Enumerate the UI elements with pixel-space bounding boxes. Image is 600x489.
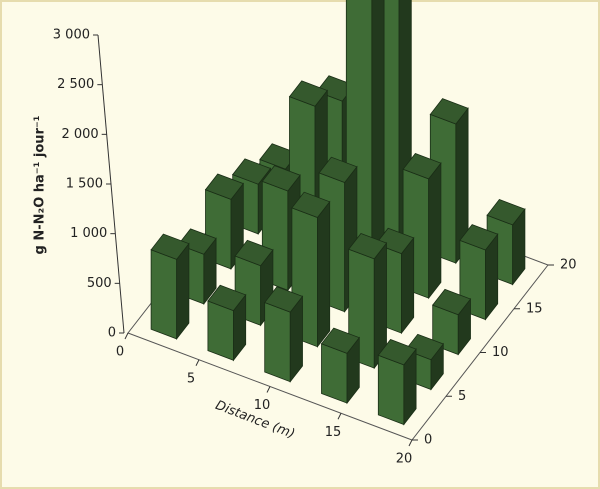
x-tick-label: 10 bbox=[254, 398, 271, 413]
bar-top bbox=[261, 165, 301, 192]
x-tick bbox=[337, 413, 342, 420]
bar-side bbox=[428, 161, 442, 300]
bar-top bbox=[204, 173, 244, 200]
bar-top bbox=[486, 199, 526, 226]
bar-top bbox=[291, 191, 331, 219]
z-tick-label: 0 bbox=[108, 326, 116, 341]
z-tick-label: 1 500 bbox=[66, 177, 103, 192]
bar-side bbox=[401, 236, 415, 335]
y-tick-label: 0 bbox=[424, 433, 432, 448]
bar-front bbox=[207, 300, 234, 361]
bar-top bbox=[402, 153, 442, 180]
z-axis-label: g N-N₂O ha⁻¹ jour⁻¹ bbox=[33, 116, 48, 255]
z-tick-label: 500 bbox=[87, 276, 112, 291]
x-tick-label: 15 bbox=[325, 425, 342, 440]
bar-side bbox=[176, 242, 190, 341]
bar-top bbox=[232, 158, 272, 185]
y-tick-label: 10 bbox=[492, 345, 509, 360]
x-tick-label: 5 bbox=[187, 371, 195, 386]
x-tick bbox=[266, 386, 271, 393]
x-tick bbox=[124, 332, 129, 340]
bar-top bbox=[288, 80, 328, 107]
bar-top bbox=[377, 339, 417, 366]
bar-front bbox=[264, 301, 291, 383]
x-tick bbox=[408, 439, 413, 447]
bar-top bbox=[429, 98, 469, 125]
bar-top bbox=[320, 327, 360, 354]
bar-side bbox=[317, 200, 331, 348]
z-tick-label: 2 000 bbox=[61, 127, 98, 142]
bar-top bbox=[150, 233, 190, 260]
bar-top bbox=[264, 286, 304, 313]
y-tick-label: 20 bbox=[560, 258, 577, 273]
bar-top bbox=[348, 232, 388, 260]
bar-top bbox=[459, 224, 499, 251]
z-tick-label: 2 500 bbox=[57, 77, 94, 92]
bar-top bbox=[432, 288, 472, 316]
bar-top bbox=[234, 239, 274, 267]
bar-front bbox=[150, 249, 178, 340]
bar-front bbox=[377, 354, 405, 426]
x-tick bbox=[195, 359, 200, 366]
bar-top bbox=[207, 284, 247, 312]
bar-front bbox=[321, 343, 348, 404]
y-tick-label: 5 bbox=[458, 389, 466, 404]
x-tick-label: 0 bbox=[116, 345, 124, 360]
y-tick-label: 15 bbox=[526, 301, 543, 316]
z-tick-label: 3 000 bbox=[53, 28, 90, 43]
bar-top bbox=[318, 156, 358, 184]
x-tick-label: 20 bbox=[396, 452, 413, 467]
z-tick-label: 1 000 bbox=[70, 226, 107, 241]
